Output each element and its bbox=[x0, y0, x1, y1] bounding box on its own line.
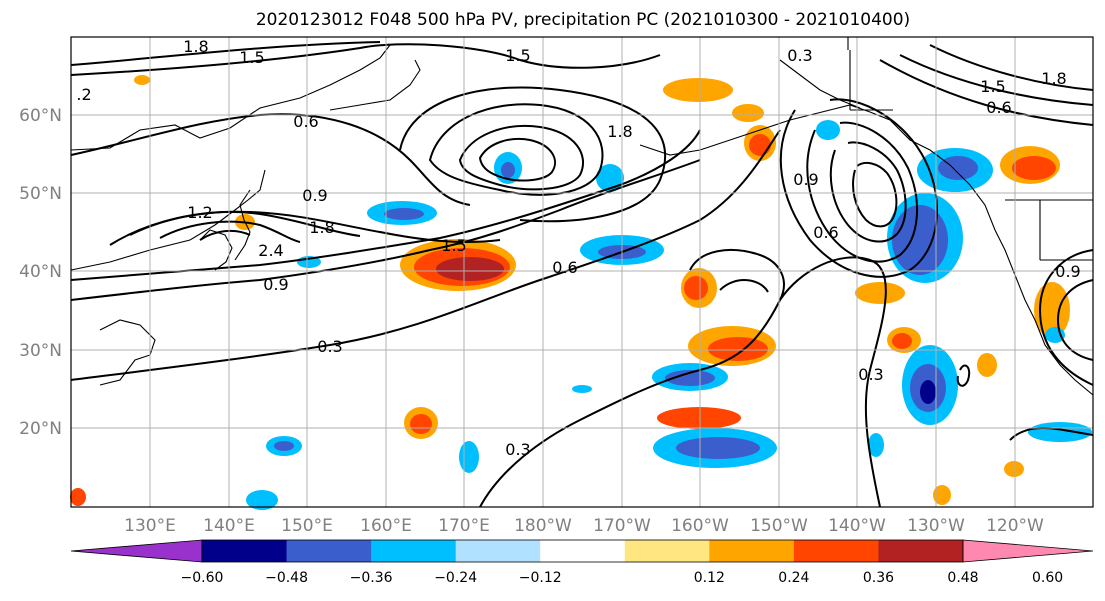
lat-label: 30°N bbox=[19, 341, 62, 361]
contour-label: 0.9 bbox=[793, 170, 818, 189]
contour-label: 1.8 bbox=[1041, 69, 1066, 88]
colorbar-tick-label: −0.12 bbox=[519, 570, 562, 586]
colorbar-segment bbox=[624, 540, 710, 562]
contour-label: 1.5 bbox=[505, 46, 530, 65]
pv-contours bbox=[70, 41, 1094, 508]
colorbar-tick-label: −0.24 bbox=[434, 570, 477, 586]
colorbar-tick-label: 0.36 bbox=[863, 570, 894, 586]
map-panel: 1.8 1.5 .2 0.6 1.5 0.3 1.8 1.8 1.5 0.6 1… bbox=[70, 36, 1094, 510]
contour-label: 0.9 bbox=[302, 186, 327, 205]
map-frame bbox=[70, 36, 1094, 508]
map-title: 2020123012 F048 500 hPa PV, precipitatio… bbox=[256, 10, 910, 30]
contour-label: 0.3 bbox=[317, 337, 342, 356]
lon-label: 130°W bbox=[907, 516, 965, 536]
lon-label: 150°E bbox=[281, 516, 333, 536]
precip-positive-shading bbox=[70, 75, 1070, 506]
lat-label: 60°N bbox=[19, 106, 62, 126]
colorbar-segment bbox=[371, 540, 457, 562]
colorbar-tick-label: −0.60 bbox=[181, 570, 224, 586]
contour-label: 0.9 bbox=[1055, 262, 1080, 281]
contour-label: 1.2 bbox=[187, 203, 212, 222]
contour-label: .2 bbox=[76, 85, 91, 104]
contour-label: 0.6 bbox=[552, 258, 577, 277]
colorbar: −0.60 −0.48 −0.36 −0.24 −0.12 0.12 0.24 0.36 0.4… bbox=[70, 539, 1094, 586]
longitude-labels: 130°E 140°E 150°E 160°E 170°E 180°W 170°… bbox=[124, 516, 1044, 536]
contour-label: 0.6 bbox=[813, 223, 838, 242]
lon-label: 120°W bbox=[986, 516, 1044, 536]
contour-label: 1.8 bbox=[309, 218, 334, 237]
contour-label: 1.5 bbox=[441, 236, 466, 255]
lon-label: 180°W bbox=[514, 516, 572, 536]
colorbar-extend-high bbox=[962, 539, 1094, 563]
contour-label: 0.6 bbox=[986, 98, 1011, 117]
contour-labels: 1.8 1.5 .2 0.6 1.5 0.3 1.8 1.8 1.5 0.6 1… bbox=[76, 37, 1080, 459]
contour-label: 2.4 bbox=[258, 241, 283, 260]
colorbar-tick-label: 0.24 bbox=[778, 570, 809, 586]
colorbar-segment bbox=[878, 540, 964, 562]
lon-label: 160°W bbox=[671, 516, 729, 536]
colorbar-segment bbox=[540, 540, 626, 562]
contour-label: 0.6 bbox=[293, 112, 318, 131]
contour-label: 1.8 bbox=[183, 37, 208, 56]
colorbar-segment bbox=[286, 540, 372, 562]
lon-label: 170°W bbox=[593, 516, 651, 536]
colorbar-tick-label: −0.48 bbox=[265, 570, 308, 586]
gridlines bbox=[71, 37, 1093, 507]
colorbar-segment bbox=[709, 540, 795, 562]
colorbar-tick-label: 0.60 bbox=[1032, 570, 1063, 586]
colorbar-tick-label: −0.36 bbox=[350, 570, 393, 586]
colorbar-frame bbox=[201, 539, 964, 563]
contour-label: 1.5 bbox=[980, 77, 1005, 96]
contour-label: 0.3 bbox=[505, 440, 530, 459]
lon-label: 140°E bbox=[203, 516, 255, 536]
lat-label: 50°N bbox=[19, 184, 62, 204]
colorbar-extend-low bbox=[70, 539, 203, 563]
colorbar-segment bbox=[455, 540, 541, 562]
colorbar-tick-label: 0.48 bbox=[947, 570, 978, 586]
colorbar-segment bbox=[202, 540, 288, 562]
colorbar-segment bbox=[793, 540, 879, 562]
contour-label: 0.3 bbox=[858, 365, 883, 384]
lon-label: 140°W bbox=[828, 516, 886, 536]
lon-label: 170°E bbox=[438, 516, 490, 536]
lat-label: 40°N bbox=[19, 262, 62, 282]
contour-label: 0.9 bbox=[263, 275, 288, 294]
lon-label: 160°E bbox=[360, 516, 412, 536]
contour-label: 1.8 bbox=[607, 122, 632, 141]
lon-label: 150°W bbox=[750, 516, 808, 536]
colorbar-tick-label: 0.12 bbox=[694, 570, 725, 586]
contour-label: 1.5 bbox=[239, 48, 264, 67]
lon-label: 130°E bbox=[124, 516, 176, 536]
contour-label: 0.3 bbox=[787, 46, 812, 65]
latitude-labels: 60°N 50°N 40°N 30°N 20°N bbox=[19, 106, 62, 439]
lat-label: 20°N bbox=[19, 419, 62, 439]
